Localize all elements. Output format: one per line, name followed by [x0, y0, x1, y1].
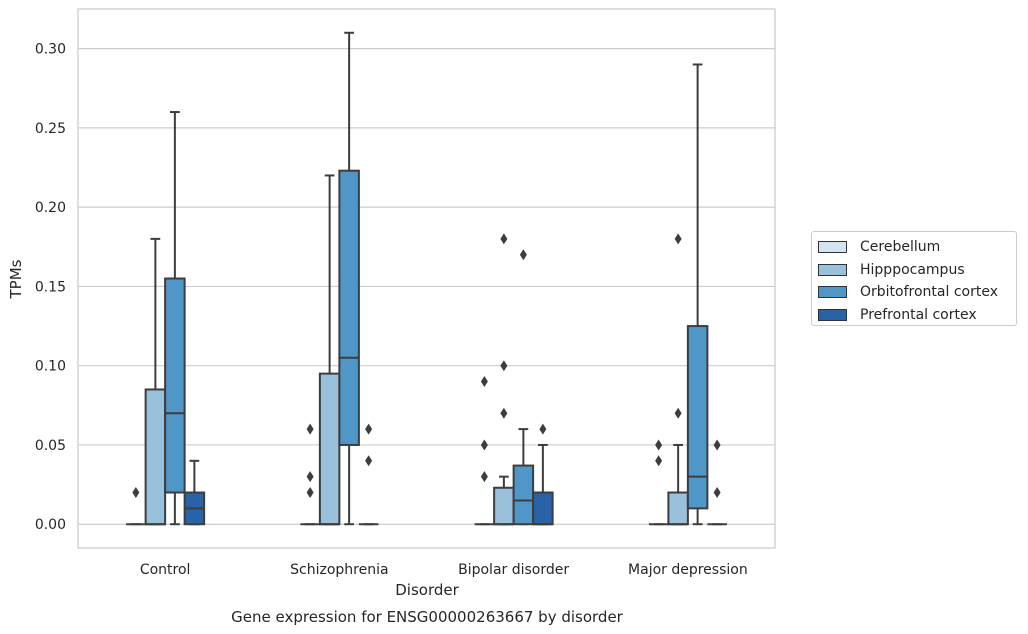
outlier-point [500, 407, 508, 419]
y-tick-label: 0.00 [35, 517, 66, 533]
y-tick-label: 0.20 [35, 200, 66, 216]
legend: Cerebellum Hipppocampus Orbitofrontal co… [811, 231, 1017, 326]
legend-swatch [818, 241, 847, 254]
box-hipppocampus [318, 174, 341, 526]
box-groups [126, 31, 727, 526]
outlier-point [674, 407, 682, 419]
outlier-point [500, 233, 508, 245]
legend-swatch [818, 263, 847, 276]
box-orbitofrontal-cortex [686, 63, 709, 526]
legend-label: Orbitofrontal cortex [860, 284, 998, 301]
box-iqr [164, 277, 186, 494]
y-tick-label: 0.25 [35, 121, 66, 137]
outlier-point [306, 487, 314, 499]
box-cerebellum [126, 487, 146, 526]
plot-frame [77, 8, 776, 549]
outlier-point [713, 487, 721, 499]
box-orbitofrontal-cortex [338, 31, 360, 526]
outlier-point [655, 439, 663, 451]
x-axis-ticks: Control Schizophrenia Bipolar disorder Majo… [140, 562, 748, 578]
outlier-point [365, 455, 373, 467]
box-prefrontal-cortex [532, 423, 554, 526]
x-tick-label: Major depression [628, 562, 748, 578]
box-orbitofrontal-cortex [164, 111, 186, 526]
outlier-point [480, 376, 488, 388]
y-tick-label: 0.05 [35, 438, 66, 454]
box-hipppocampus [144, 237, 167, 526]
outlier-point [306, 471, 314, 483]
outlier-point [519, 249, 527, 261]
outlier-point [365, 423, 373, 435]
box-iqr [686, 325, 709, 510]
box-prefrontal-cortex [358, 423, 379, 526]
legend-item-hippocampus: Hipppocampus [818, 259, 1016, 282]
legend-item-prefrontal-cortex: Prefrontal cortex [818, 304, 1016, 327]
box-prefrontal-cortex [183, 459, 206, 526]
outlier-point [655, 455, 663, 467]
x-tick-label: Bipolar disorder [458, 562, 569, 578]
x-tick-label: Schizophrenia [290, 562, 388, 578]
box-iqr [144, 388, 167, 526]
box-iqr [493, 486, 515, 526]
box-iqr [318, 372, 341, 526]
y-tick-label: 0.30 [35, 42, 66, 58]
grid-lines [78, 48, 775, 525]
outlier-point [539, 423, 547, 435]
box-cerebellum [648, 439, 669, 526]
chart-title: Gene expression for ENSG00000263667 by d… [231, 608, 624, 626]
legend-swatch [818, 308, 847, 321]
box-iqr [512, 464, 535, 526]
box-hipppocampus [493, 233, 515, 526]
y-tick-label: 0.15 [35, 279, 66, 295]
x-tick-label: Control [140, 562, 191, 578]
box-iqr [338, 169, 360, 446]
box-cerebellum [300, 423, 320, 526]
y-axis-label: TPMs [7, 259, 25, 299]
outlier-point [306, 423, 314, 435]
outlier-point [480, 439, 488, 451]
box-iqr [532, 491, 554, 526]
y-axis-ticks: 0.00 0.05 0.10 0.15 0.20 0.25 0.30 [35, 42, 66, 534]
outlier-point [480, 471, 488, 483]
legend-swatch [818, 286, 847, 299]
legend-item-orbitofrontal-cortex: Orbitofrontal cortex [818, 281, 1016, 304]
outlier-point [132, 487, 140, 499]
outlier-point [674, 233, 682, 245]
y-tick-label: 0.10 [35, 359, 66, 375]
outlier-point [713, 439, 721, 451]
legend-label: Hipppocampus [860, 261, 965, 278]
legend-label: Prefrontal cortex [860, 306, 977, 323]
x-axis-label: Disorder [395, 581, 459, 599]
box-prefrontal-cortex [707, 439, 727, 526]
outlier-point [500, 360, 508, 372]
box-hipppocampus [667, 233, 689, 526]
box-cerebellum [474, 376, 495, 526]
box-iqr [667, 491, 689, 526]
box-orbitofrontal-cortex [512, 249, 535, 526]
legend-item-cerebellum: Cerebellum [818, 236, 1016, 259]
legend-label: Cerebellum [860, 239, 941, 256]
